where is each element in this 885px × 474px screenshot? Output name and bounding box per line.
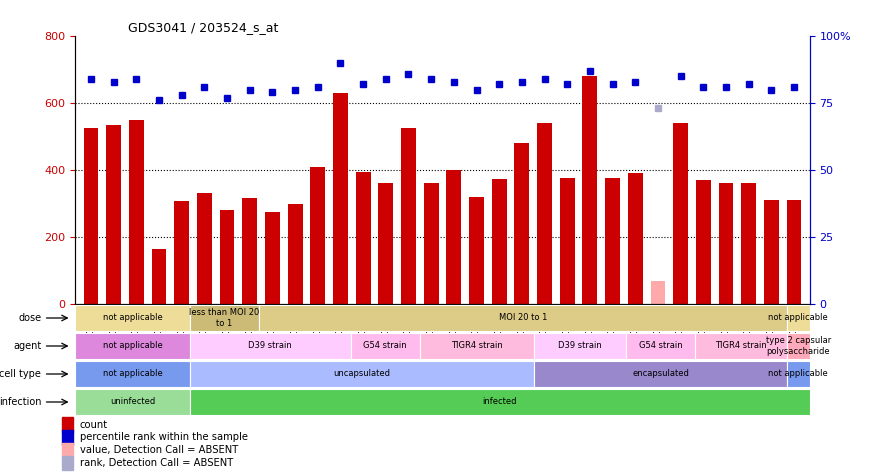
- Bar: [560, 178, 574, 304]
- Bar: [419, 333, 535, 359]
- Bar: [626, 333, 695, 359]
- Bar: [535, 333, 627, 359]
- Bar: [75, 333, 190, 359]
- Bar: [190, 333, 350, 359]
- Bar: [62, 430, 73, 445]
- Text: uncapsulated: uncapsulated: [334, 370, 390, 379]
- Text: infected: infected: [482, 398, 517, 407]
- Text: count: count: [80, 419, 108, 430]
- Bar: [62, 418, 73, 432]
- Bar: [190, 389, 810, 415]
- Bar: [350, 333, 419, 359]
- Bar: [242, 199, 258, 304]
- Bar: [311, 167, 325, 304]
- Text: infection: infection: [0, 397, 42, 407]
- Text: D39 strain: D39 strain: [558, 341, 602, 350]
- Bar: [787, 333, 810, 359]
- Bar: [764, 200, 779, 304]
- Bar: [379, 183, 393, 304]
- Text: percentile rank within the sample: percentile rank within the sample: [80, 432, 248, 442]
- Bar: [62, 443, 73, 457]
- Bar: [190, 361, 535, 387]
- Text: MOI 20 to 1: MOI 20 to 1: [498, 313, 547, 322]
- Bar: [537, 123, 552, 304]
- Bar: [288, 203, 303, 304]
- Text: rank, Detection Call = ABSENT: rank, Detection Call = ABSENT: [80, 458, 233, 468]
- Bar: [266, 212, 280, 304]
- Bar: [787, 361, 810, 387]
- Bar: [627, 173, 643, 304]
- Text: dose: dose: [19, 313, 42, 323]
- Bar: [84, 128, 98, 304]
- Bar: [787, 200, 801, 304]
- Bar: [673, 123, 688, 304]
- Bar: [719, 183, 734, 304]
- Bar: [333, 93, 348, 304]
- Bar: [535, 361, 787, 387]
- Bar: [259, 305, 787, 331]
- Text: agent: agent: [13, 341, 42, 351]
- Bar: [424, 183, 439, 304]
- Text: G54 strain: G54 strain: [364, 341, 407, 350]
- Bar: [514, 143, 529, 304]
- Bar: [197, 193, 212, 304]
- Bar: [605, 178, 620, 304]
- Bar: [75, 389, 190, 415]
- Bar: [742, 183, 756, 304]
- Text: TIGR4 strain: TIGR4 strain: [451, 341, 503, 350]
- Text: less than MOI 20
to 1: less than MOI 20 to 1: [189, 308, 259, 328]
- Text: cell type: cell type: [0, 369, 42, 379]
- Text: uninfected: uninfected: [110, 398, 155, 407]
- Bar: [650, 281, 666, 304]
- Text: G54 strain: G54 strain: [639, 341, 682, 350]
- Bar: [151, 249, 166, 304]
- Bar: [695, 333, 787, 359]
- Bar: [787, 305, 810, 331]
- Bar: [75, 305, 190, 331]
- Bar: [696, 180, 711, 304]
- Bar: [129, 120, 143, 304]
- Text: not applicable: not applicable: [103, 370, 163, 379]
- Text: value, Detection Call = ABSENT: value, Detection Call = ABSENT: [80, 445, 238, 455]
- Bar: [190, 305, 259, 331]
- Bar: [75, 361, 190, 387]
- Text: not applicable: not applicable: [103, 313, 163, 322]
- Text: not applicable: not applicable: [103, 341, 163, 350]
- Bar: [356, 173, 371, 304]
- Text: not applicable: not applicable: [768, 313, 828, 322]
- Bar: [174, 201, 189, 304]
- Bar: [446, 170, 461, 304]
- Bar: [582, 76, 597, 304]
- Bar: [219, 210, 235, 304]
- Text: type 2 capsular
polysaccharide: type 2 capsular polysaccharide: [766, 336, 831, 356]
- Text: not applicable: not applicable: [768, 370, 828, 379]
- Bar: [106, 126, 121, 304]
- Text: D39 strain: D39 strain: [249, 341, 292, 350]
- Text: TIGR4 strain: TIGR4 strain: [715, 341, 766, 350]
- Bar: [401, 128, 416, 304]
- Bar: [492, 179, 506, 304]
- Bar: [62, 456, 73, 470]
- Text: encapsulated: encapsulated: [632, 370, 689, 379]
- Bar: [469, 197, 484, 304]
- Text: GDS3041 / 203524_s_at: GDS3041 / 203524_s_at: [128, 21, 279, 34]
